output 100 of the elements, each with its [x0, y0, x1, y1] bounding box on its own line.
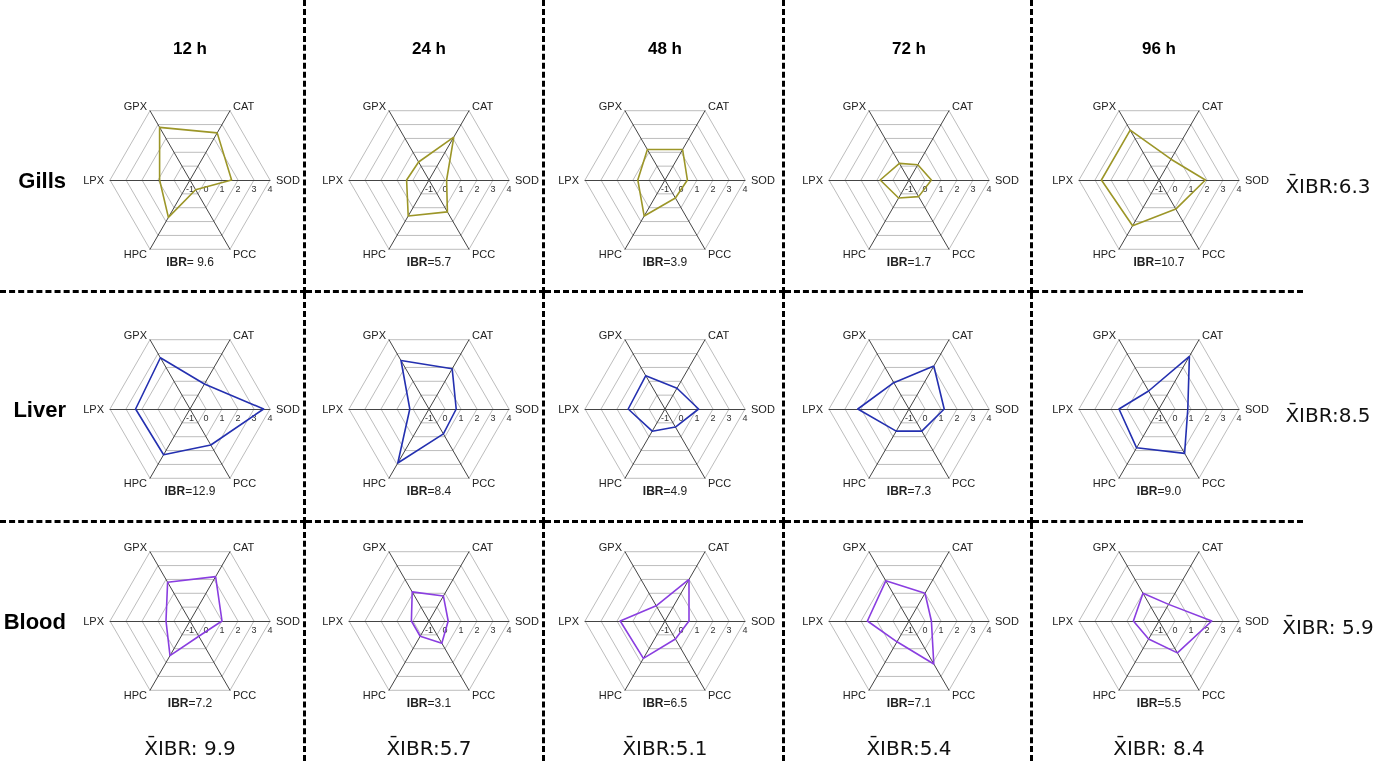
- spoke-label: CAT: [472, 99, 494, 112]
- y-tick-label: 3: [490, 624, 496, 635]
- text: X̄IBR:5.7: [386, 735, 472, 760]
- y-tick-label: 2: [235, 183, 241, 194]
- y-tick-label: 3: [251, 183, 257, 194]
- y-tick-label: 1: [1188, 624, 1194, 635]
- spoke-label: PCC: [952, 477, 976, 490]
- y-tick-label: 4: [506, 412, 512, 423]
- spoke-label: SOD: [751, 615, 775, 627]
- y-tick-label: 1: [219, 183, 225, 194]
- spoke-label: HPC: [1092, 689, 1117, 702]
- y-tick-label: 2: [474, 412, 480, 423]
- spoke-label: CAT: [1202, 99, 1224, 112]
- y-tick-label: 1: [219, 412, 225, 423]
- y-tick-label: 2: [474, 624, 480, 635]
- spoke-label: PCC: [952, 689, 976, 702]
- spoke-label: CAT: [952, 328, 974, 341]
- text: Liver: [13, 396, 67, 422]
- spoke-label: GPX: [598, 99, 623, 112]
- y-tick-label: 2: [710, 412, 716, 423]
- spoke-label: CAT: [708, 540, 730, 553]
- y-tick-label: 4: [742, 183, 748, 194]
- y-tick-label: 3: [1220, 183, 1226, 194]
- spoke-label: GPX: [842, 328, 867, 341]
- spoke-label: LPX: [558, 615, 580, 627]
- y-tick-label: 3: [1220, 412, 1226, 423]
- spoke-label: CAT: [952, 540, 974, 553]
- y-tick-label: 3: [970, 183, 976, 194]
- y-tick-label: 4: [267, 412, 273, 423]
- spoke-label: SOD: [276, 403, 300, 415]
- spoke-label: LPX: [322, 615, 344, 627]
- text: X̄IBR:8.5: [1285, 402, 1371, 427]
- y-tick-label: 3: [726, 183, 732, 194]
- y-tick-label: 2: [710, 624, 716, 635]
- y-tick-label: 4: [742, 412, 748, 423]
- y-tick-label: 0: [922, 624, 928, 635]
- spoke-label: SOD: [1245, 174, 1269, 186]
- spoke-label: GPX: [1092, 540, 1117, 553]
- spoke-label: PCC: [233, 248, 257, 261]
- y-tick-label: 0: [203, 412, 209, 423]
- spoke-label: HPC: [123, 689, 148, 702]
- spoke-label: CAT: [233, 99, 255, 112]
- spoke-label: GPX: [123, 328, 148, 341]
- spoke-label: GPX: [123, 99, 148, 112]
- y-tick-label: -1: [1154, 183, 1164, 194]
- chart-title: 12 h: [172, 38, 208, 58]
- spoke-label: LPX: [1052, 403, 1074, 415]
- spoke-label: SOD: [1245, 403, 1269, 415]
- spoke-label: GPX: [123, 540, 148, 553]
- spoke-label: PCC: [472, 248, 496, 261]
- y-tick-label: 4: [1236, 183, 1242, 194]
- text: IBR=5.5: [1136, 696, 1182, 711]
- spoke-label: HPC: [842, 248, 867, 261]
- y-tick-label: 3: [726, 624, 732, 635]
- spoke-label: SOD: [995, 174, 1019, 186]
- y-tick-label: 2: [710, 183, 716, 194]
- spoke-label: GPX: [842, 540, 867, 553]
- y-tick-label: 2: [235, 624, 241, 635]
- spoke-label: LPX: [322, 403, 344, 415]
- text: IBR=7.3: [886, 484, 932, 499]
- chart-title: 96 h: [1141, 38, 1177, 58]
- y-tick-label: 0: [1172, 412, 1178, 423]
- spoke-label: HPC: [123, 477, 148, 490]
- y-tick-label: 4: [1236, 412, 1242, 423]
- spoke-label: HPC: [598, 248, 623, 261]
- y-tick-label: 2: [954, 183, 960, 194]
- y-tick-label: 4: [506, 183, 512, 194]
- y-tick-label: 2: [474, 183, 480, 194]
- y-tick-label: -1: [185, 412, 195, 423]
- text: IBR=9.0: [1136, 484, 1182, 499]
- spoke-label: HPC: [123, 248, 148, 261]
- spoke-label: SOD: [276, 615, 300, 627]
- spoke-label: GPX: [598, 540, 623, 553]
- spoke-label: HPC: [598, 477, 623, 490]
- y-tick-label: 3: [970, 624, 976, 635]
- y-tick-label: 3: [1220, 624, 1226, 635]
- y-tick-label: 0: [922, 412, 928, 423]
- text: X̄IBR: 9.9: [144, 735, 236, 760]
- y-tick-label: 1: [1188, 412, 1194, 423]
- y-tick-label: 3: [251, 624, 257, 635]
- spoke-label: CAT: [233, 540, 255, 553]
- spoke-label: GPX: [362, 99, 387, 112]
- spoke-label: PCC: [952, 248, 976, 261]
- y-tick-label: -1: [185, 624, 195, 635]
- y-tick-label: 0: [442, 624, 448, 635]
- y-tick-label: -1: [1154, 412, 1164, 423]
- spoke-label: LPX: [322, 174, 344, 186]
- y-tick-label: 4: [267, 624, 273, 635]
- spoke-label: PCC: [233, 689, 257, 702]
- spoke-label: LPX: [558, 403, 580, 415]
- spoke-label: LPX: [83, 615, 105, 627]
- y-tick-label: 2: [1204, 412, 1210, 423]
- text: IBR=6.5: [642, 696, 688, 711]
- spoke-label: SOD: [515, 174, 539, 186]
- text: IBR=7.2: [167, 696, 213, 711]
- spoke-label: PCC: [472, 477, 496, 490]
- y-tick-label: 1: [458, 624, 464, 635]
- text: IBR=7.1: [886, 696, 932, 711]
- spoke-label: SOD: [995, 403, 1019, 415]
- y-tick-label: 0: [1172, 624, 1178, 635]
